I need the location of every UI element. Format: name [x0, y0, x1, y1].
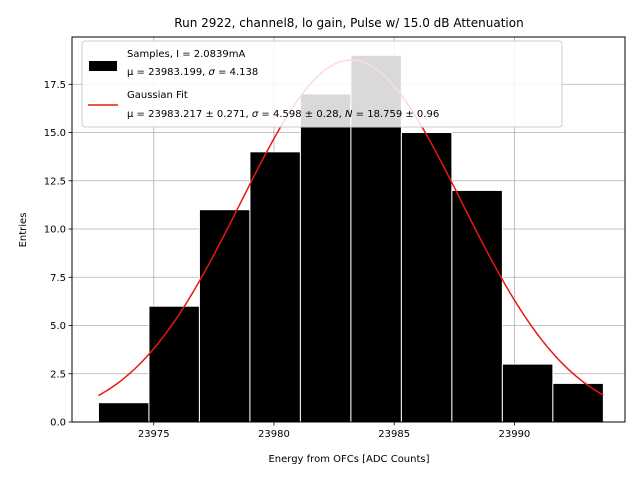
x-tick-label: 23990 — [498, 429, 530, 440]
x-tick-label: 23980 — [258, 429, 290, 440]
y-tick-label: 10.0 — [44, 225, 66, 236]
y-tick-label: 2.5 — [50, 369, 66, 380]
y-tick-label: 5.0 — [50, 321, 66, 332]
legend-fit-n-symbol: N — [345, 109, 353, 120]
y-tick-label: 0.0 — [50, 418, 66, 429]
histogram-bar — [400, 132, 453, 423]
legend-fit-stats-c: = 18.759 ± 0.96 — [352, 109, 439, 120]
histogram-bar — [198, 209, 251, 423]
histogram-bars — [97, 54, 604, 423]
legend-histogram-stats-prefix: μ = 23983.199, — [127, 67, 209, 78]
plot-frame — [71, 36, 626, 423]
histogram-bar — [451, 189, 503, 423]
histogram-bar — [552, 382, 604, 423]
y-tick-label: 15.0 — [44, 128, 66, 139]
x-tick-label: 23975 — [138, 429, 170, 440]
legend-histogram-label: Samples, I = 2.0839mA — [127, 49, 245, 60]
y-axis-ticks: 0.0 2.5 5.0 7.5 10.0 12.5 15.0 17.5 — [44, 80, 72, 429]
legend-histogram-stats: μ = 23983.199, σ = 4.138 — [127, 67, 258, 78]
histogram-bar — [249, 151, 301, 423]
y-tick-label: 17.5 — [44, 80, 66, 91]
histogram-bar — [148, 305, 200, 423]
chart-title: Run 2922, channel8, lo gain, Pulse w/ 15… — [174, 16, 523, 30]
x-axis-label: Energy from OFCs [ADC Counts] — [268, 454, 429, 465]
legend: Samples, I = 2.0839mA μ = 23983.199, σ =… — [81, 40, 563, 128]
legend-fit-stats-b: = 4.598 ± 0.28, — [258, 109, 345, 120]
legend-fit-label: Gaussian Fit — [127, 90, 188, 101]
legend-fit-stats-a: μ = 23983.217 ± 0.271, — [127, 109, 252, 120]
legend-fit-sigma-symbol: σ — [252, 109, 259, 120]
x-tick-label: 23985 — [378, 429, 410, 440]
histogram-bar — [299, 93, 352, 423]
legend-box — [81, 40, 563, 128]
y-tick-label: 7.5 — [50, 273, 66, 284]
x-axis-ticks: 23975 23980 23985 23990 — [138, 422, 530, 440]
legend-histogram-sigma-symbol: σ — [209, 67, 216, 78]
y-axis-label: Entries — [18, 213, 29, 248]
legend-histogram-stats-suffix: = 4.138 — [215, 67, 258, 78]
legend-fit-stats: μ = 23983.217 ± 0.271, σ = 4.598 ± 0.28,… — [127, 109, 439, 120]
histogram-bar — [501, 363, 554, 423]
y-tick-label: 12.5 — [44, 176, 66, 187]
histogram-bar — [97, 402, 150, 423]
legend-histogram-swatch — [89, 61, 117, 71]
